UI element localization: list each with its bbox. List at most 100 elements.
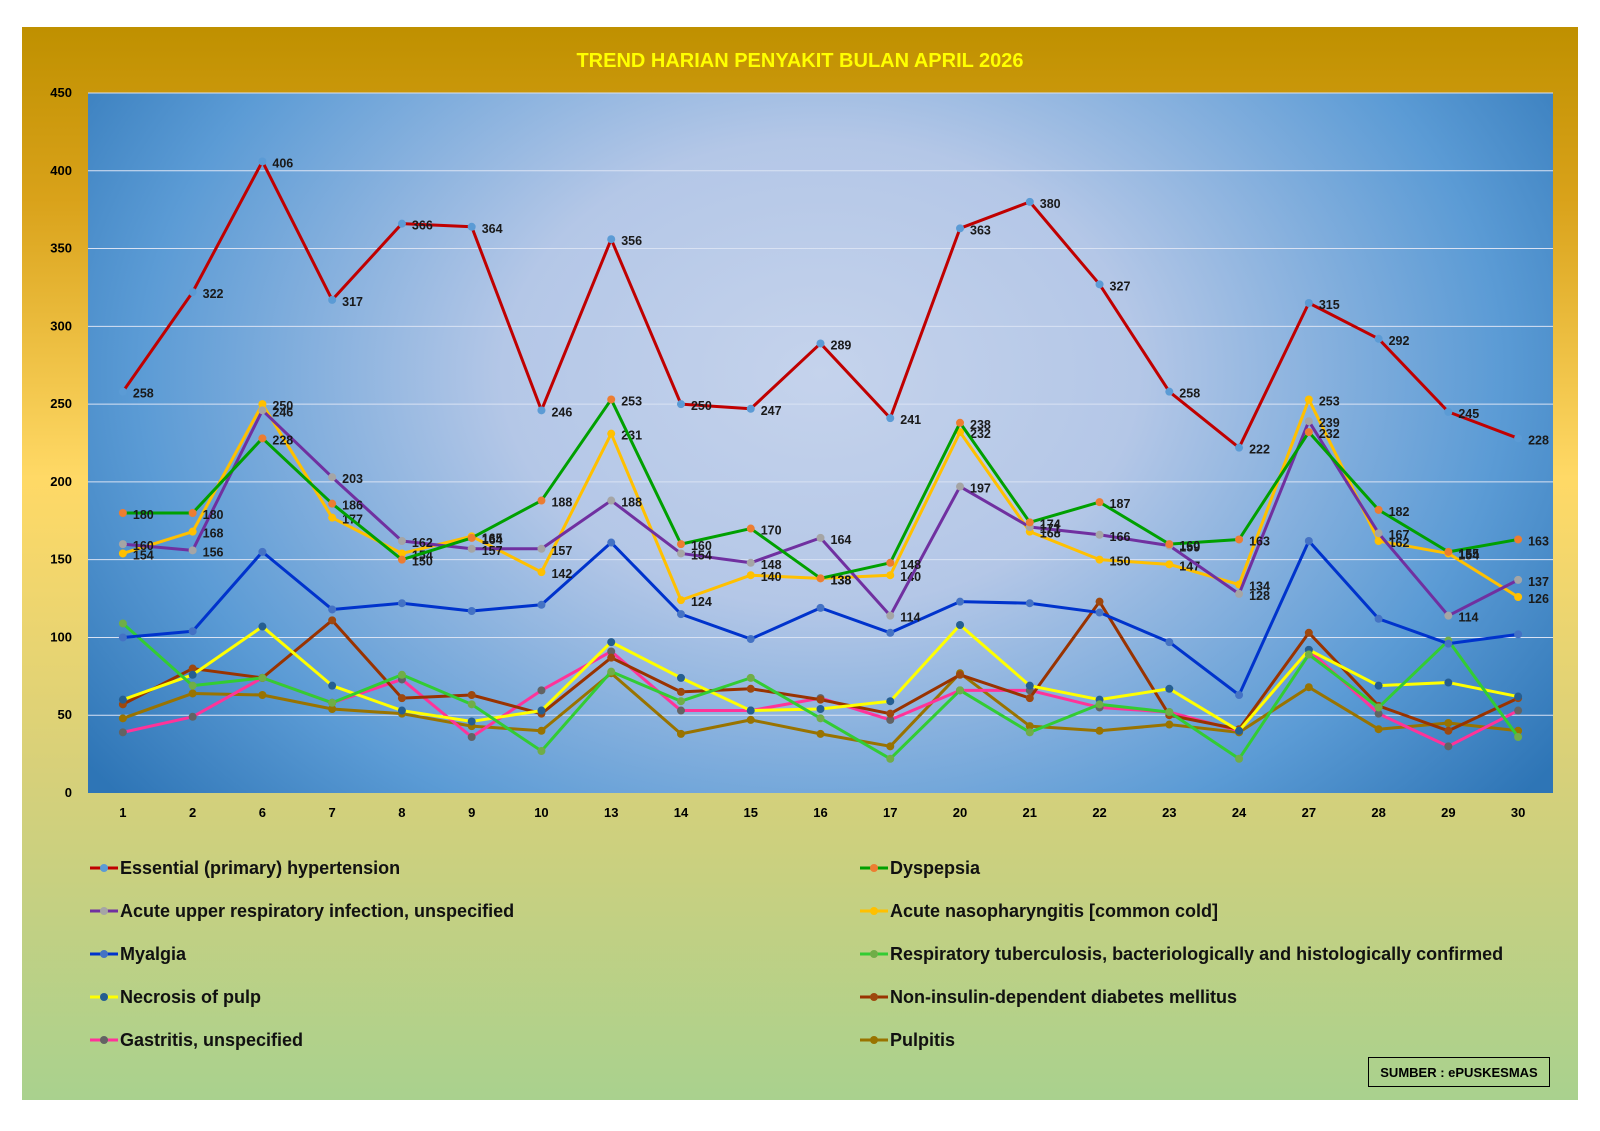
data-point <box>1374 537 1383 545</box>
legend-swatch <box>90 864 118 872</box>
data-label: 138 <box>831 573 852 587</box>
data-label: 162 <box>1389 536 1410 550</box>
data-point <box>1095 597 1104 606</box>
plot-area <box>88 93 1553 793</box>
data-point <box>607 647 616 656</box>
legend-swatch <box>860 950 888 958</box>
data-label: 380 <box>1040 197 1061 211</box>
data-label: 356 <box>621 234 642 248</box>
x-tick-label: 21 <box>1023 805 1037 820</box>
y-tick-label: 400 <box>50 163 72 178</box>
data-label: 148 <box>900 558 921 572</box>
data-point <box>537 747 546 755</box>
data-point <box>1304 537 1313 545</box>
data-point <box>1235 589 1244 598</box>
series-line <box>122 408 1519 618</box>
data-label: 246 <box>551 405 572 419</box>
data-point <box>1165 387 1174 396</box>
data-label: 364 <box>482 222 503 236</box>
data-point <box>886 628 895 637</box>
data-point <box>886 611 895 620</box>
data-point <box>1165 708 1174 717</box>
data-point <box>397 599 406 608</box>
data-point <box>1444 407 1453 416</box>
data-point <box>397 670 406 679</box>
data-label: 366 <box>412 219 433 233</box>
data-label: 406 <box>272 156 293 170</box>
data-point <box>676 697 685 706</box>
data-point <box>328 473 337 482</box>
data-point <box>816 729 825 738</box>
data-point <box>1165 720 1174 729</box>
x-tick-label: 16 <box>813 805 827 820</box>
data-label: 245 <box>1458 407 1479 421</box>
data-point <box>328 698 337 707</box>
data-label: 258 <box>1179 387 1200 401</box>
x-tick-label: 23 <box>1162 805 1176 820</box>
data-point <box>118 387 127 396</box>
data-point <box>328 681 337 690</box>
data-label: 241 <box>900 413 921 427</box>
series <box>118 537 1523 699</box>
data-label: 289 <box>831 338 852 352</box>
data-point <box>1095 280 1104 289</box>
data-label: 228 <box>272 433 293 447</box>
x-tick-label: 28 <box>1371 805 1385 820</box>
data-point <box>886 697 895 706</box>
legend-swatch <box>90 907 118 915</box>
data-label: 154 <box>133 548 154 562</box>
data-point <box>956 482 965 491</box>
data-label: 114 <box>1458 611 1478 625</box>
data-point <box>676 729 685 738</box>
legend-item: Non-insulin-dependent diabetes mellitus <box>860 984 1237 1010</box>
data-label: 157 <box>482 544 503 558</box>
data-point <box>258 400 267 409</box>
data-point <box>118 540 127 549</box>
data-label: 160 <box>691 539 712 553</box>
x-tick-label: 24 <box>1232 805 1247 820</box>
data-label: 246 <box>272 405 293 419</box>
data-point <box>886 558 895 567</box>
legend-item: Dyspepsia <box>860 855 980 881</box>
data-point <box>1235 443 1244 452</box>
data-label: 228 <box>1528 433 1549 447</box>
data-point <box>537 568 546 577</box>
data-point <box>118 633 127 642</box>
data-point <box>537 544 546 553</box>
legend-swatch <box>90 950 118 958</box>
data-point <box>258 691 267 699</box>
data-label: 167 <box>1389 528 1410 542</box>
data-label: 134 <box>1249 580 1270 594</box>
data-point <box>676 540 685 549</box>
data-point <box>956 686 965 695</box>
data-point <box>816 339 825 348</box>
data-label: 250 <box>272 399 293 413</box>
data-point <box>537 686 546 695</box>
y-tick-label: 0 <box>65 785 72 800</box>
data-label: 203 <box>342 472 363 486</box>
data-point <box>1514 733 1523 741</box>
data-point <box>1514 692 1523 701</box>
data-point <box>118 549 127 558</box>
data-label: 148 <box>761 558 782 572</box>
data-label: 247 <box>761 404 782 418</box>
data-point <box>397 555 406 564</box>
data-label: 292 <box>1389 334 1410 348</box>
data-point <box>328 295 337 304</box>
data-point <box>397 219 406 228</box>
data-point <box>1374 709 1383 718</box>
data-point <box>886 742 895 751</box>
legend-label: Dyspepsia <box>890 857 981 878</box>
data-point <box>537 496 546 505</box>
x-tick-label: 17 <box>883 805 897 820</box>
data-point <box>188 689 197 698</box>
data-label: 164 <box>831 533 852 547</box>
data-point <box>1444 678 1453 687</box>
data-point <box>956 597 965 606</box>
data-point <box>607 638 616 647</box>
data-point <box>1165 684 1174 693</box>
x-tick-label: 27 <box>1302 805 1316 820</box>
data-label: 186 <box>342 499 363 513</box>
x-tick-label: 14 <box>674 805 689 820</box>
data-point <box>1514 535 1523 544</box>
